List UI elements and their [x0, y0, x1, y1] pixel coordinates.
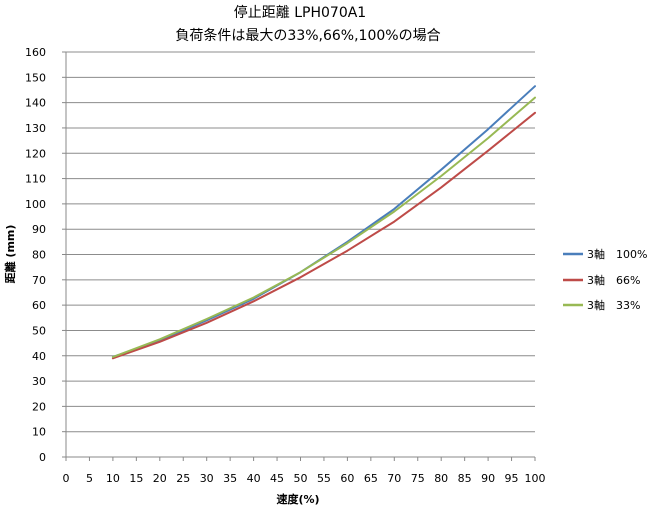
legend-label-0: 3軸 100%: [587, 247, 647, 261]
y-tick-label: 60: [32, 299, 46, 312]
x-tick-label: 90: [481, 472, 495, 485]
x-tick-label: 10: [106, 472, 120, 485]
y-tick-label: 10: [32, 426, 46, 439]
y-tick-label: 110: [25, 173, 46, 186]
legend-label-1: 3軸 66%: [587, 273, 640, 287]
series-line-2: [111, 96, 536, 358]
y-tick-label: 140: [25, 97, 46, 110]
y-tick-label: 40: [32, 350, 46, 363]
x-tick-label: 50: [294, 472, 308, 485]
series-line-1: [111, 111, 536, 360]
x-tick-label: 70: [387, 472, 401, 485]
y-tick-label: 0: [39, 451, 46, 464]
x-tick-label: 80: [434, 472, 448, 485]
y-axis-label: 距離 (mm): [3, 225, 17, 284]
y-tick-label: 50: [32, 324, 46, 337]
y-tick-label: 130: [25, 122, 46, 135]
y-tick-label: 160: [25, 46, 46, 59]
legend: 3軸 100% 3軸 66% 3軸 33%: [563, 247, 647, 312]
x-tick-label: 15: [129, 472, 143, 485]
y-tick-label: 80: [32, 249, 46, 262]
x-tick-label: 60: [340, 472, 354, 485]
x-tick-label: 95: [505, 472, 519, 485]
series-line-0: [111, 85, 536, 358]
x-tick-label: 85: [458, 472, 472, 485]
y-tick-label: 30: [32, 375, 46, 388]
y-tick-label: 150: [25, 71, 46, 84]
x-tick-label: 65: [364, 472, 378, 485]
grid-lines: [66, 51, 535, 433]
x-tick-label: 45: [270, 472, 284, 485]
y-tick-label: 90: [32, 223, 46, 236]
x-tick-label: 100: [525, 472, 546, 485]
x-tick-label: 0: [63, 472, 70, 485]
x-tick-label: 25: [176, 472, 190, 485]
x-tick-label: 20: [153, 472, 167, 485]
x-axis-label: 速度(%): [276, 492, 319, 506]
legend-label-2: 3軸 33%: [587, 298, 640, 312]
chart-title: 停止距離 LPH070A1: [234, 4, 366, 21]
x-tick-label: 40: [247, 472, 261, 485]
x-tick-label: 30: [200, 472, 214, 485]
x-tick-label: 75: [411, 472, 425, 485]
x-tick-label: 35: [223, 472, 237, 485]
y-tick-labels: 0 10 20 30 40 50 60 70 80 90 100 110 120 130 140 150 160: [25, 46, 66, 464]
series-lines: [111, 85, 536, 360]
x-tick-label: 5: [86, 472, 93, 485]
y-tick-label: 20: [32, 400, 46, 413]
chart-subtitle: 負荷条件は最大の33%,66%,100%の場合: [175, 27, 440, 44]
y-tick-label: 100: [25, 198, 46, 211]
y-tick-label: 120: [25, 147, 46, 160]
x-tick-labels: 0 5 10 15 20 25 30 35 40 45 50 55 60 65 70 75 80 85 90 95 10…: [63, 457, 546, 485]
y-tick-label: 70: [32, 274, 46, 287]
x-tick-label: 55: [317, 472, 331, 485]
